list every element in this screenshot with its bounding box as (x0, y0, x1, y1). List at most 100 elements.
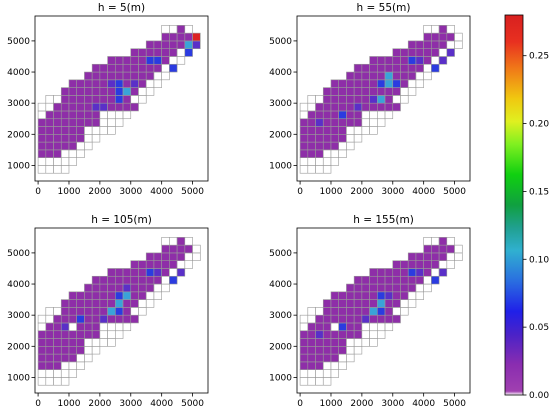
grid-cell (161, 63, 170, 73)
grid-cell (76, 87, 85, 96)
grid-cell (91, 95, 101, 104)
grid-cell (377, 118, 386, 127)
grid-cell (377, 71, 386, 81)
grid-cell (299, 361, 309, 370)
grid-cell (122, 63, 132, 73)
grid-cell (169, 275, 178, 285)
grid-cell (299, 314, 309, 324)
grid-cell (377, 322, 386, 332)
grid-cell (99, 330, 108, 339)
grid-cell (392, 48, 401, 57)
grid-cell (407, 291, 417, 300)
grid-cell (76, 134, 85, 143)
grid-cell (60, 87, 70, 96)
grid-cell (37, 338, 47, 347)
grid-cell (407, 56, 417, 65)
grid-cell (45, 338, 54, 347)
grid-cell (361, 275, 370, 285)
grid-cell (392, 275, 401, 285)
grid-cell (338, 110, 347, 120)
grid-cell (431, 63, 440, 73)
grid-cell (369, 268, 378, 277)
grid-cell (53, 149, 62, 158)
grid-cell (107, 268, 116, 277)
x-tick-label: 0 (297, 187, 303, 197)
grid-cell (138, 95, 147, 104)
grid-cell (37, 361, 47, 370)
grid-cell (176, 252, 186, 261)
grid-cell (76, 291, 85, 300)
grid-cell (115, 291, 124, 300)
grid-cell (338, 307, 347, 316)
grid-cell (307, 95, 316, 104)
grid-cell (107, 126, 116, 135)
grid-cell (115, 118, 124, 127)
grid-cell (107, 275, 116, 285)
grid-cell (68, 307, 78, 316)
y-tick-label: 5000 (269, 249, 292, 259)
grid-cell (99, 338, 108, 347)
grid-cell (169, 237, 178, 246)
grid-cell (37, 141, 47, 151)
grid-cell (45, 110, 54, 120)
grid-cell (45, 361, 54, 370)
grid-cell (330, 102, 340, 112)
grid-cell (330, 141, 340, 151)
y-tick-label: 1000 (269, 373, 292, 383)
grid-cell (384, 102, 394, 112)
grid-cell (153, 71, 162, 81)
grid-cell (346, 299, 355, 308)
grid-cell (115, 307, 124, 316)
grid-cell (369, 283, 378, 293)
grid-cell (91, 275, 101, 285)
grid-cell (37, 377, 47, 386)
grid-cell (107, 322, 116, 332)
grid-cell (45, 141, 54, 151)
grid-cell (423, 63, 432, 73)
grid-cell (454, 32, 463, 42)
grid-cell (84, 330, 93, 339)
grid-cell (60, 369, 70, 378)
grid-cell (415, 260, 424, 269)
grid-cell (91, 71, 101, 81)
grid-cell (369, 87, 378, 96)
grid-cell (338, 95, 347, 104)
grid-cell (122, 56, 132, 65)
grid-cell (392, 79, 401, 88)
grid-cell (377, 110, 386, 120)
grid-cell (384, 283, 394, 293)
grid-cell (353, 322, 363, 332)
grid-cell (330, 110, 340, 120)
grid-cell (107, 110, 116, 120)
grid-cell (145, 48, 155, 57)
grid-cell (130, 291, 139, 300)
grid-cell (122, 299, 132, 308)
grid-cell (353, 338, 363, 347)
grid-cell (45, 322, 54, 332)
grid-cell (431, 252, 440, 261)
grid-cell (384, 275, 394, 285)
x-tick-label: 4000 (150, 399, 173, 409)
grid-cell (377, 79, 386, 88)
grid-cell (338, 353, 347, 363)
grid-cell (122, 79, 132, 88)
grid-cell (384, 71, 394, 81)
grid-cell (68, 314, 78, 324)
grid-cell (299, 322, 309, 332)
grid-cell (438, 32, 448, 42)
grid-cell (438, 56, 448, 65)
grid-cell (53, 134, 62, 143)
grid-cell (91, 87, 101, 96)
grid-cell (407, 260, 417, 269)
grid-cell (91, 110, 101, 120)
grid-cell (60, 314, 70, 324)
y-tick-label: 1000 (269, 161, 292, 171)
grid-cell (145, 63, 155, 73)
grid-cell (346, 95, 355, 104)
grid-cell (153, 40, 162, 49)
grid-cell (392, 71, 401, 81)
grid-cell (353, 95, 363, 104)
grid-cell (138, 275, 147, 285)
grid-cell (60, 377, 70, 386)
grid-cell (384, 268, 394, 277)
